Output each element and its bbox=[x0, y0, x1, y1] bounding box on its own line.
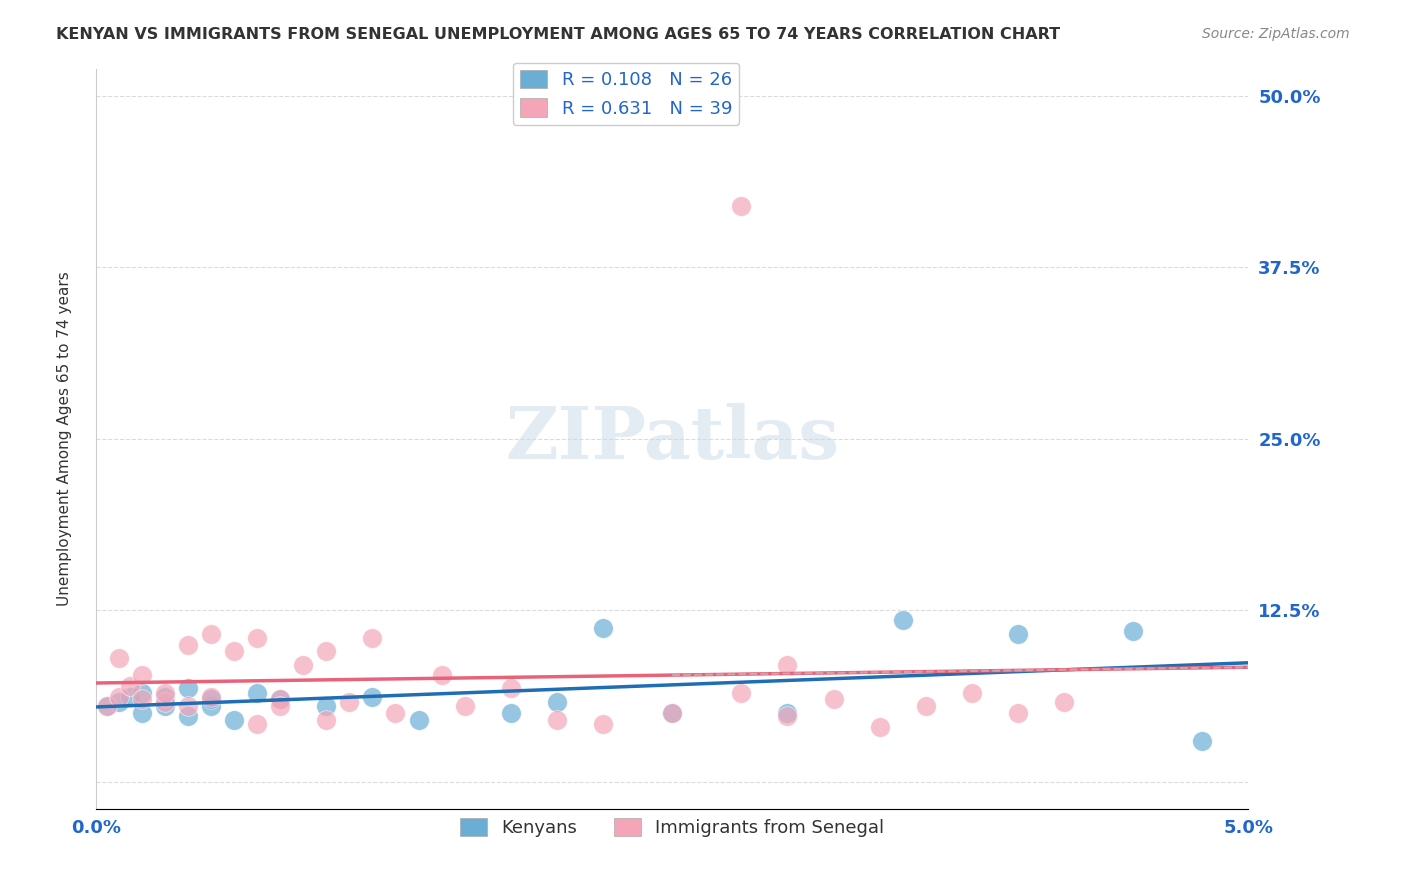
Point bbox=[269, 692, 291, 706]
Point bbox=[177, 709, 200, 723]
Text: KENYAN VS IMMIGRANTS FROM SENEGAL UNEMPLOYMENT AMONG AGES 65 TO 74 YEARS CORRELA: KENYAN VS IMMIGRANTS FROM SENEGAL UNEMPL… bbox=[56, 27, 1060, 42]
Point bbox=[224, 644, 246, 658]
Point bbox=[315, 713, 337, 727]
Point bbox=[337, 695, 360, 709]
Point bbox=[1007, 626, 1029, 640]
Point bbox=[96, 699, 118, 714]
Point bbox=[315, 699, 337, 714]
Point bbox=[361, 690, 384, 704]
Point bbox=[131, 667, 153, 681]
Point bbox=[661, 706, 683, 720]
Point bbox=[315, 644, 337, 658]
Point bbox=[246, 631, 269, 645]
Point bbox=[108, 695, 131, 709]
Point bbox=[499, 706, 522, 720]
Point bbox=[200, 690, 222, 704]
Point bbox=[269, 692, 291, 706]
Point bbox=[153, 685, 176, 699]
Point bbox=[1007, 706, 1029, 720]
Point bbox=[592, 621, 614, 635]
Point bbox=[453, 699, 475, 714]
Point bbox=[776, 709, 799, 723]
Point bbox=[153, 695, 176, 709]
Point bbox=[200, 699, 222, 714]
Point bbox=[246, 717, 269, 731]
Point bbox=[408, 713, 430, 727]
Point bbox=[292, 658, 315, 673]
Legend: Kenyans, Immigrants from Senegal: Kenyans, Immigrants from Senegal bbox=[453, 811, 891, 845]
Point bbox=[730, 199, 752, 213]
Point bbox=[592, 717, 614, 731]
Point bbox=[108, 651, 131, 665]
Point bbox=[1053, 695, 1076, 709]
Point bbox=[177, 681, 200, 696]
Text: ZIPatlas: ZIPatlas bbox=[505, 403, 839, 475]
Point bbox=[361, 631, 384, 645]
Point bbox=[131, 692, 153, 706]
Point bbox=[869, 720, 891, 734]
Point bbox=[269, 699, 291, 714]
Point bbox=[430, 667, 453, 681]
Point bbox=[1122, 624, 1144, 638]
Text: Source: ZipAtlas.com: Source: ZipAtlas.com bbox=[1202, 27, 1350, 41]
Point bbox=[914, 699, 936, 714]
Point bbox=[153, 699, 176, 714]
Point bbox=[546, 695, 568, 709]
Point bbox=[384, 706, 406, 720]
Point bbox=[246, 685, 269, 699]
Point bbox=[499, 681, 522, 696]
Point bbox=[823, 692, 845, 706]
Point bbox=[131, 706, 153, 720]
Point bbox=[131, 685, 153, 699]
Point bbox=[1191, 733, 1213, 747]
Point bbox=[776, 706, 799, 720]
Point bbox=[177, 699, 200, 714]
Point bbox=[108, 690, 131, 704]
Point bbox=[891, 613, 914, 627]
Point bbox=[546, 713, 568, 727]
Point bbox=[661, 706, 683, 720]
Point bbox=[200, 692, 222, 706]
Point bbox=[120, 679, 142, 693]
Point bbox=[776, 658, 799, 673]
Point bbox=[96, 699, 118, 714]
Point bbox=[960, 685, 983, 699]
Point bbox=[224, 713, 246, 727]
Y-axis label: Unemployment Among Ages 65 to 74 years: Unemployment Among Ages 65 to 74 years bbox=[58, 271, 72, 607]
Point bbox=[177, 638, 200, 652]
Point bbox=[730, 685, 752, 699]
Point bbox=[120, 690, 142, 704]
Point bbox=[153, 690, 176, 704]
Point bbox=[200, 626, 222, 640]
